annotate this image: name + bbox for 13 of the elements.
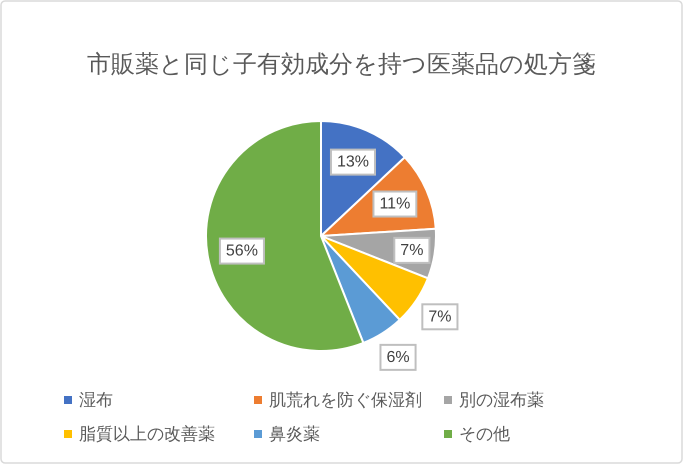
data-label: 56% <box>226 242 258 260</box>
data-label: 13% <box>336 154 369 171</box>
data-label: 11% <box>379 196 410 213</box>
data-label: 6% <box>386 348 410 366</box>
legend-label: その他 <box>459 424 510 444</box>
legend-label: 鼻炎薬 <box>269 424 320 444</box>
legend-label: 別の湿布薬 <box>459 390 544 410</box>
data-label: 7% <box>428 308 452 326</box>
legend-label: 湿布 <box>79 390 113 410</box>
legend-label: 脂質以上の改善薬 <box>79 424 215 444</box>
data-label: 7% <box>400 242 424 259</box>
legend-label: 肌荒れを防ぐ保湿剤 <box>269 390 422 410</box>
chart-title: 市販薬と同じ子有効成分を持つ医薬品の処方箋 <box>87 51 596 78</box>
